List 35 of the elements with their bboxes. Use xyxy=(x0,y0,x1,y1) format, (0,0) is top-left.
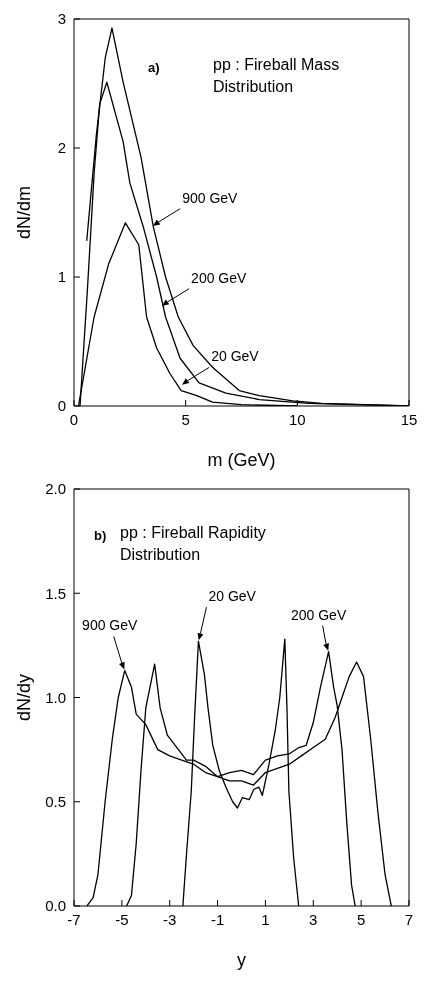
y-tick-label: 1 xyxy=(57,268,66,286)
annotation: 20 GeV xyxy=(211,348,260,365)
annotation: b) xyxy=(94,528,107,543)
annotation: 20 GeV xyxy=(208,588,257,605)
y-tick-label: 0 xyxy=(57,397,66,415)
x-tick-label: 5 xyxy=(181,410,190,428)
annotation: 900 GeV xyxy=(82,617,139,634)
x-tick-label: 5 xyxy=(356,910,366,928)
x-tick-label: -7 xyxy=(67,910,81,928)
x-tick-label: 3 xyxy=(309,910,318,928)
text: pp : Fireball Rapidity Distribution xyxy=(120,523,267,565)
x-tick-label: 1 xyxy=(261,910,270,928)
annotation: a) xyxy=(148,60,160,75)
x-tick-label: 15 xyxy=(400,410,418,428)
y-tick-label: 3 xyxy=(57,10,66,28)
y-axis-title: dN/dy xyxy=(14,673,35,722)
x-tick-label: -5 xyxy=(115,910,129,928)
x-tick-label: -3 xyxy=(163,910,177,928)
text: pp : Fireball Mass Distribution xyxy=(213,55,341,97)
x-axis-title: y xyxy=(237,950,246,970)
y-tick-label: 1.0 xyxy=(45,688,66,706)
x-tick-label: 7 xyxy=(404,910,414,928)
y-tick-label: 2.0 xyxy=(45,480,66,498)
y-tick-label: 1.5 xyxy=(45,584,66,602)
y-axis-title: dN/dm xyxy=(14,185,35,240)
annotation: 900 GeV xyxy=(182,189,239,206)
y-tick-label: 0.5 xyxy=(45,793,66,811)
x-tick-label: 0 xyxy=(69,410,79,428)
annotation: 200 GeV xyxy=(191,269,248,286)
x-tick-label: 10 xyxy=(288,410,306,428)
x-tick-label: -1 xyxy=(210,910,225,928)
x-axis-title: m (GeV) xyxy=(207,450,276,470)
y-tick-label: 2 xyxy=(57,139,66,157)
y-tick-label: 0.0 xyxy=(45,897,66,915)
annotation: 200 GeV xyxy=(290,606,347,623)
